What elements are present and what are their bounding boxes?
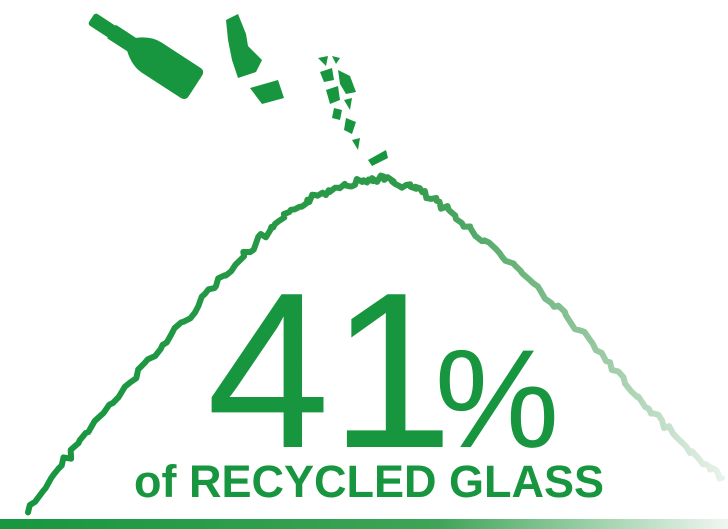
broken-bottle (226, 14, 284, 104)
glass-shards (318, 56, 388, 166)
headline-number: 41 (207, 247, 454, 495)
caption: of RECYCLED GLASS (134, 456, 604, 507)
ground-line (0, 519, 728, 529)
bottle (88, 13, 204, 100)
glass-mound (25, 172, 725, 516)
headline-unit: % (435, 320, 559, 477)
